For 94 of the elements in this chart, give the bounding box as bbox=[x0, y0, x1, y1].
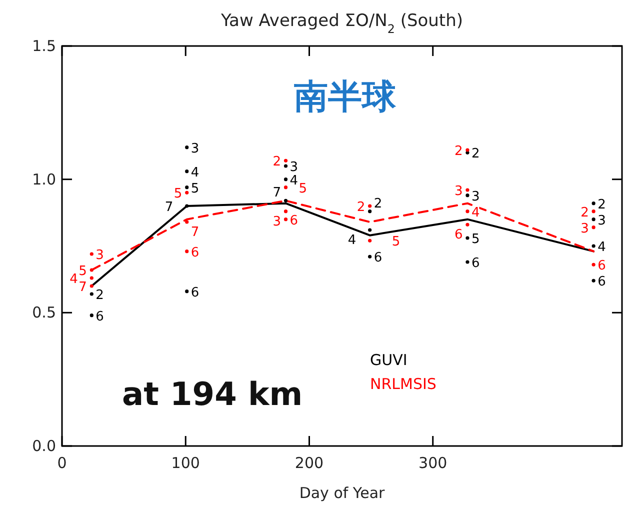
annotation: 3 bbox=[272, 214, 282, 230]
point bbox=[368, 254, 372, 258]
annotation: 4 bbox=[598, 240, 606, 255]
annotation: 6 bbox=[190, 285, 200, 300]
point bbox=[90, 276, 94, 280]
point bbox=[185, 290, 189, 294]
y-tick-label: 0.0 bbox=[32, 437, 56, 455]
point bbox=[592, 226, 596, 230]
x-tick-label: 200 bbox=[294, 454, 324, 472]
x-tick-label: 0 bbox=[57, 454, 67, 472]
point bbox=[592, 210, 596, 214]
point bbox=[185, 204, 189, 208]
point bbox=[466, 194, 470, 198]
point bbox=[368, 238, 372, 242]
point bbox=[368, 204, 372, 208]
annotation: 5 bbox=[190, 181, 200, 196]
point bbox=[185, 250, 189, 254]
point bbox=[284, 158, 288, 162]
annotation: 6 bbox=[598, 274, 606, 290]
point bbox=[185, 186, 189, 190]
x-tick-label: 100 bbox=[171, 454, 200, 472]
point bbox=[90, 268, 94, 272]
annotation: 2 bbox=[356, 200, 366, 215]
point bbox=[592, 262, 596, 266]
point bbox=[185, 146, 189, 150]
annotation: 4 bbox=[190, 165, 200, 180]
annotation: 南半球 bbox=[294, 77, 397, 117]
point bbox=[592, 218, 596, 222]
annotation: 5 bbox=[471, 232, 480, 247]
point bbox=[284, 178, 288, 182]
point bbox=[185, 190, 189, 194]
annotation: 3 bbox=[598, 213, 606, 228]
point bbox=[368, 228, 372, 232]
annotation: 7 bbox=[190, 225, 200, 240]
point bbox=[284, 218, 288, 222]
point bbox=[592, 244, 596, 248]
annotation: 5 bbox=[78, 264, 87, 279]
point bbox=[466, 148, 470, 152]
annotation: 7 bbox=[164, 200, 174, 215]
annotation: 6 bbox=[598, 258, 606, 274]
point bbox=[466, 236, 470, 240]
legend: GUVI NRLMSIS bbox=[370, 351, 436, 393]
annotation: 5 bbox=[392, 234, 400, 250]
annotation: 2 bbox=[598, 197, 606, 212]
annotation: 4 bbox=[70, 272, 78, 287]
annotation: 4 bbox=[290, 173, 298, 188]
annotation: 2 bbox=[471, 146, 480, 162]
annotation: 4 bbox=[471, 205, 480, 220]
annotation: 2 bbox=[272, 154, 282, 170]
point bbox=[90, 314, 94, 318]
point bbox=[284, 186, 288, 190]
point bbox=[90, 292, 94, 296]
point bbox=[284, 198, 288, 202]
annotation: 2 bbox=[96, 288, 104, 303]
annotation: 6 bbox=[190, 245, 200, 260]
point bbox=[368, 210, 372, 214]
point bbox=[466, 260, 470, 264]
annotation: 3 bbox=[471, 189, 480, 204]
point bbox=[466, 188, 470, 192]
point bbox=[185, 170, 189, 174]
point bbox=[90, 252, 94, 256]
annotation: 2 bbox=[454, 144, 463, 159]
annotation: 6 bbox=[96, 309, 104, 324]
y-tick-label: 1.5 bbox=[32, 37, 56, 55]
annotation: 7 bbox=[272, 186, 282, 201]
annotation: 6 bbox=[454, 228, 463, 243]
annotation: 6 bbox=[290, 213, 298, 228]
annotation: 6 bbox=[374, 250, 382, 266]
point bbox=[185, 220, 189, 224]
annotation: 5 bbox=[174, 186, 182, 202]
point bbox=[592, 278, 596, 282]
point bbox=[466, 222, 470, 226]
annotation: 4 bbox=[348, 233, 356, 248]
annotation: 3 bbox=[454, 184, 463, 199]
x-axis-title: Day of Year bbox=[299, 484, 386, 502]
annotation: 6 bbox=[471, 256, 480, 271]
annotation: 5 bbox=[298, 181, 308, 196]
point bbox=[284, 164, 288, 168]
chart-title: Yaw Averaged ΣO/N$_{2}$ (South) bbox=[220, 11, 463, 36]
x-tick-label: 300 bbox=[418, 454, 448, 472]
annotation: 3 bbox=[96, 248, 104, 263]
annotation: 3 bbox=[580, 221, 589, 236]
annotation: 3 bbox=[190, 141, 200, 156]
point bbox=[592, 202, 596, 206]
annotation: 7 bbox=[78, 280, 87, 295]
annotation: 2 bbox=[580, 205, 589, 220]
annotation: 2 bbox=[374, 196, 382, 212]
annotation: at 194 km bbox=[122, 375, 303, 413]
point bbox=[466, 210, 470, 214]
annotation: 3 bbox=[290, 160, 298, 175]
point bbox=[90, 284, 94, 288]
point bbox=[284, 210, 288, 214]
y-tick-label: 0.5 bbox=[32, 304, 56, 322]
y-tick-label: 1.0 bbox=[32, 170, 56, 188]
